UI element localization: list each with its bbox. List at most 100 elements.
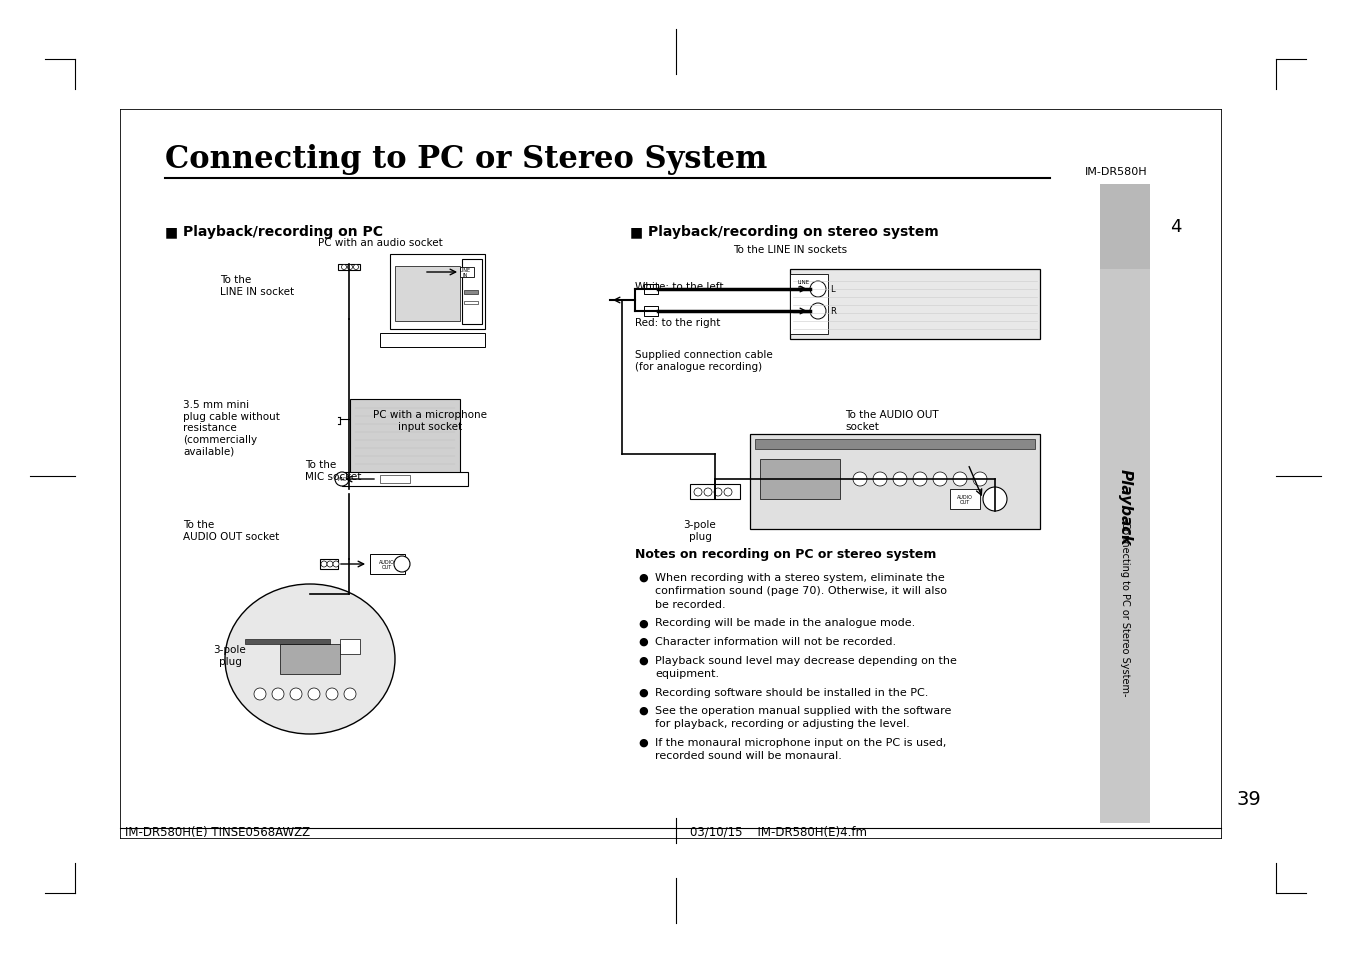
Circle shape (290, 688, 303, 700)
Bar (1100, 185, 1150, 270)
Bar (280, 644, 340, 675)
Text: IM-DR580H(E) TINSE0568AWZZ: IM-DR580H(E) TINSE0568AWZZ (126, 825, 311, 838)
Text: To the AUDIO OUT
socket: To the AUDIO OUT socket (844, 410, 939, 431)
Bar (320, 559, 338, 569)
Circle shape (254, 688, 266, 700)
Text: ■: ■ (630, 225, 643, 239)
Bar (1100, 185, 1150, 823)
Circle shape (332, 561, 339, 567)
Bar (390, 254, 485, 330)
Text: White: to the left: White: to the left (635, 282, 724, 292)
Circle shape (973, 473, 988, 486)
Text: See the operation manual supplied with the software: See the operation manual supplied with t… (655, 705, 951, 716)
Circle shape (952, 473, 967, 486)
Text: 39: 39 (1236, 789, 1260, 808)
Circle shape (308, 688, 320, 700)
Text: R: R (830, 307, 836, 316)
Bar (755, 439, 1035, 450)
Circle shape (327, 561, 332, 567)
Text: Notes on recording on PC or stereo system: Notes on recording on PC or stereo syste… (635, 547, 936, 560)
Text: LINE
IN: LINE IN (798, 280, 811, 291)
Text: 3-pole
plug: 3-pole plug (684, 519, 716, 541)
Text: AUDIO
OUT: AUDIO OUT (957, 494, 973, 505)
Bar (342, 473, 467, 486)
Circle shape (335, 473, 349, 486)
Text: ●: ● (638, 655, 647, 665)
Text: equipment.: equipment. (655, 668, 719, 679)
Circle shape (852, 473, 867, 486)
Text: Red: to the right: Red: to the right (635, 317, 720, 328)
Text: LINE
IN: LINE IN (459, 268, 470, 278)
Circle shape (694, 489, 703, 497)
Circle shape (713, 489, 721, 497)
Circle shape (322, 561, 327, 567)
Text: To the
AUDIO OUT socket: To the AUDIO OUT socket (182, 519, 280, 541)
Bar (950, 490, 979, 510)
Text: AUDIO
OUT: AUDIO OUT (380, 559, 394, 570)
Text: recorded sound will be monaural.: recorded sound will be monaural. (655, 751, 842, 760)
Circle shape (326, 688, 338, 700)
Circle shape (811, 282, 825, 297)
Text: ●: ● (638, 705, 647, 716)
Text: IM-DR580H: IM-DR580H (1085, 167, 1147, 177)
Bar (394, 267, 459, 322)
Bar (463, 291, 478, 294)
Text: Playback/recording on stereo system: Playback/recording on stereo system (648, 225, 939, 239)
Text: ■: ■ (165, 225, 178, 239)
Text: ●: ● (638, 573, 647, 582)
Text: MIC: MIC (338, 477, 347, 482)
Text: To the LINE IN sockets: To the LINE IN sockets (734, 245, 847, 254)
Text: Playback/recording on PC: Playback/recording on PC (182, 225, 382, 239)
Text: Recording will be made in the analogue mode.: Recording will be made in the analogue m… (655, 618, 915, 628)
Bar (340, 639, 359, 655)
Text: for playback, recording or adjusting the level.: for playback, recording or adjusting the… (655, 719, 909, 729)
Circle shape (354, 265, 358, 271)
Bar (761, 459, 840, 499)
Bar (380, 476, 409, 483)
Circle shape (811, 304, 825, 319)
Text: PC with a microphone
input socket: PC with a microphone input socket (373, 410, 486, 431)
Ellipse shape (226, 584, 394, 734)
Text: If the monaural microphone input on the PC is used,: If the monaural microphone input on the … (655, 738, 946, 747)
Circle shape (934, 473, 947, 486)
Text: Connecting to PC or Stereo System: Connecting to PC or Stereo System (165, 144, 767, 174)
Bar (644, 307, 658, 316)
Circle shape (272, 688, 284, 700)
Bar (462, 260, 482, 325)
Text: Playback: Playback (1117, 468, 1132, 544)
Bar (245, 639, 330, 644)
Text: Recording software should be installed in the PC.: Recording software should be installed i… (655, 687, 928, 697)
Circle shape (704, 489, 712, 497)
Bar (459, 268, 474, 277)
Circle shape (347, 265, 353, 271)
Bar (644, 285, 658, 294)
Circle shape (984, 488, 1006, 512)
Bar (338, 265, 359, 271)
Text: To the
MIC socket: To the MIC socket (305, 459, 361, 481)
Text: be recorded.: be recorded. (655, 599, 725, 609)
Text: 3.5 mm mini
plug cable without
resistance
(commercially
available): 3.5 mm mini plug cable without resistanc… (182, 399, 280, 456)
Text: Playback sound level may decrease depending on the: Playback sound level may decrease depend… (655, 655, 957, 665)
Text: Supplied connection cable
(for analogue recording): Supplied connection cable (for analogue … (635, 350, 773, 372)
Circle shape (893, 473, 907, 486)
Bar (790, 270, 1040, 339)
Text: confirmation sound (page 70). Otherwise, it will also: confirmation sound (page 70). Otherwise,… (655, 586, 947, 596)
Text: -Connecting to PC or Stereo System-: -Connecting to PC or Stereo System- (1120, 517, 1129, 696)
Bar (690, 484, 740, 499)
Bar (750, 435, 1040, 530)
Text: ●: ● (638, 618, 647, 628)
Text: 4: 4 (1170, 218, 1182, 236)
Circle shape (342, 265, 346, 271)
Text: PC with an audio socket: PC with an audio socket (317, 237, 442, 248)
Text: ●: ● (638, 637, 647, 646)
Text: Character information will not be recorded.: Character information will not be record… (655, 637, 896, 646)
Circle shape (913, 473, 927, 486)
Circle shape (345, 688, 357, 700)
Text: When recording with a stereo system, eliminate the: When recording with a stereo system, eli… (655, 573, 944, 582)
Circle shape (873, 473, 888, 486)
Bar (370, 555, 405, 575)
Text: 03/10/15    IM-DR580H(E)4.fm: 03/10/15 IM-DR580H(E)4.fm (690, 825, 867, 838)
Bar (463, 302, 478, 305)
Bar (380, 334, 485, 348)
Bar (350, 399, 459, 475)
